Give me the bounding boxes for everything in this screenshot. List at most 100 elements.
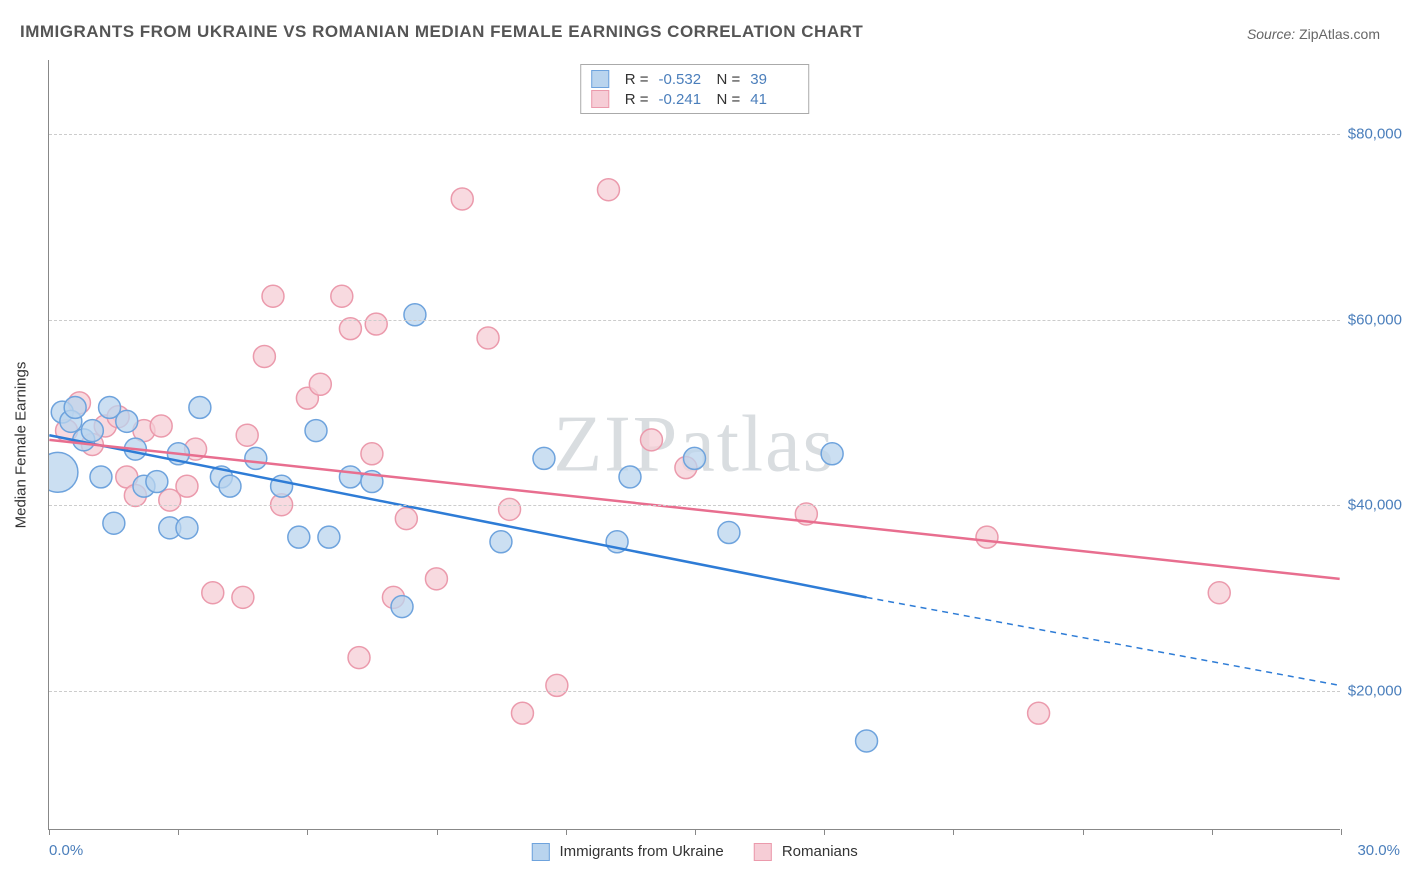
scatter-point-romanian[interactable] — [477, 327, 499, 349]
gridline — [49, 134, 1340, 135]
scatter-point-ukraine[interactable] — [219, 475, 241, 497]
gridline — [49, 320, 1340, 321]
scatter-point-romanian[interactable] — [236, 424, 258, 446]
scatter-point-romanian[interactable] — [361, 443, 383, 465]
bottom-legend: Immigrants from Ukraine Romanians — [531, 843, 857, 861]
x-tick — [824, 829, 825, 835]
scatter-point-ukraine[interactable] — [189, 396, 211, 418]
legend-label-ukraine: Immigrants from Ukraine — [559, 843, 723, 860]
plot-area: Median Female Earnings ZIPatlas 0.0% 30.… — [48, 60, 1340, 830]
x-tick — [953, 829, 954, 835]
scatter-point-ukraine[interactable] — [856, 730, 878, 752]
y-tick-label: $80,000 — [1348, 126, 1402, 143]
x-tick — [178, 829, 179, 835]
scatter-point-ukraine[interactable] — [271, 475, 293, 497]
scatter-point-romanian[interactable] — [511, 702, 533, 724]
scatter-point-ukraine[interactable] — [684, 447, 706, 469]
scatter-point-romanian[interactable] — [1028, 702, 1050, 724]
scatter-point-ukraine[interactable] — [533, 447, 555, 469]
scatter-point-romanian[interactable] — [451, 188, 473, 210]
scatter-point-romanian[interactable] — [1208, 582, 1230, 604]
scatter-point-ukraine[interactable] — [490, 531, 512, 553]
scatter-point-romanian[interactable] — [232, 586, 254, 608]
stats-swatch-ukraine — [591, 70, 609, 88]
scatter-point-romanian[interactable] — [202, 582, 224, 604]
x-tick — [437, 829, 438, 835]
watermark: ZIPatlas — [553, 399, 836, 490]
scatter-point-romanian[interactable] — [425, 568, 447, 590]
scatter-point-ukraine[interactable] — [116, 410, 138, 432]
scatter-point-ukraine[interactable] — [339, 466, 361, 488]
x-axis-end-label: 30.0% — [1357, 842, 1400, 859]
y-tick-label: $40,000 — [1348, 497, 1402, 514]
chart-svg — [49, 60, 1340, 829]
scatter-point-romanian[interactable] — [365, 313, 387, 335]
source-attribution: Source: ZipAtlas.com — [1247, 26, 1380, 42]
scatter-point-ukraine[interactable] — [124, 438, 146, 460]
scatter-point-romanian[interactable] — [597, 179, 619, 201]
scatter-point-ukraine[interactable] — [245, 447, 267, 469]
scatter-point-ukraine[interactable] — [821, 443, 843, 465]
r-value-romanian: -0.241 — [659, 91, 707, 108]
scatter-point-romanian[interactable] — [499, 498, 521, 520]
x-tick — [1341, 829, 1342, 835]
scatter-point-ukraine[interactable] — [391, 596, 413, 618]
scatter-point-romanian[interactable] — [262, 285, 284, 307]
scatter-point-romanian[interactable] — [395, 508, 417, 530]
scatter-point-ukraine[interactable] — [103, 512, 125, 534]
scatter-point-ukraine[interactable] — [146, 471, 168, 493]
y-axis-label: Median Female Earnings — [13, 361, 30, 528]
n-value-ukraine: 39 — [750, 71, 798, 88]
scatter-point-romanian[interactable] — [976, 526, 998, 548]
legend-item-ukraine: Immigrants from Ukraine — [531, 843, 723, 861]
x-tick — [566, 829, 567, 835]
n-label: N = — [717, 91, 741, 108]
scatter-point-romanian[interactable] — [339, 318, 361, 340]
scatter-point-romanian[interactable] — [176, 475, 198, 497]
r-value-ukraine: -0.532 — [659, 71, 707, 88]
source-value: ZipAtlas.com — [1299, 26, 1380, 42]
x-tick — [1083, 829, 1084, 835]
legend-swatch-ukraine — [531, 843, 549, 861]
x-tick — [49, 829, 50, 835]
scatter-point-ukraine[interactable] — [305, 420, 327, 442]
r-label: R = — [625, 71, 649, 88]
x-axis-start-label: 0.0% — [49, 842, 83, 859]
stats-row-romanian: R = -0.241 N = 41 — [591, 89, 799, 109]
scatter-point-ukraine[interactable] — [176, 517, 198, 539]
scatter-point-ukraine[interactable] — [49, 452, 78, 492]
legend-item-romanian: Romanians — [754, 843, 858, 861]
legend-swatch-romanian — [754, 843, 772, 861]
stats-row-ukraine: R = -0.532 N = 39 — [591, 69, 799, 89]
scatter-point-romanian[interactable] — [641, 429, 663, 451]
x-tick — [1212, 829, 1213, 835]
scatter-point-ukraine[interactable] — [361, 471, 383, 493]
stats-swatch-romanian — [591, 90, 609, 108]
scatter-point-romanian[interactable] — [150, 415, 172, 437]
scatter-point-ukraine[interactable] — [81, 420, 103, 442]
scatter-point-ukraine[interactable] — [90, 466, 112, 488]
scatter-point-ukraine[interactable] — [404, 304, 426, 326]
scatter-point-romanian[interactable] — [546, 674, 568, 696]
scatter-point-ukraine[interactable] — [318, 526, 340, 548]
x-tick — [695, 829, 696, 835]
scatter-point-ukraine[interactable] — [64, 396, 86, 418]
scatter-point-ukraine[interactable] — [619, 466, 641, 488]
gridline — [49, 691, 1340, 692]
n-label: N = — [717, 71, 741, 88]
source-label: Source: — [1247, 26, 1295, 42]
scatter-point-romanian[interactable] — [795, 503, 817, 525]
scatter-point-ukraine[interactable] — [167, 443, 189, 465]
stats-legend: R = -0.532 N = 39 R = -0.241 N = 41 — [580, 64, 810, 114]
scatter-point-romanian[interactable] — [348, 647, 370, 669]
scatter-point-ukraine[interactable] — [606, 531, 628, 553]
scatter-point-romanian[interactable] — [309, 373, 331, 395]
legend-label-romanian: Romanians — [782, 843, 858, 860]
r-label: R = — [625, 91, 649, 108]
scatter-point-ukraine[interactable] — [718, 522, 740, 544]
n-value-romanian: 41 — [750, 91, 798, 108]
scatter-point-romanian[interactable] — [253, 345, 275, 367]
chart-title: IMMIGRANTS FROM UKRAINE VS ROMANIAN MEDI… — [20, 22, 863, 42]
scatter-point-romanian[interactable] — [331, 285, 353, 307]
scatter-point-ukraine[interactable] — [288, 526, 310, 548]
